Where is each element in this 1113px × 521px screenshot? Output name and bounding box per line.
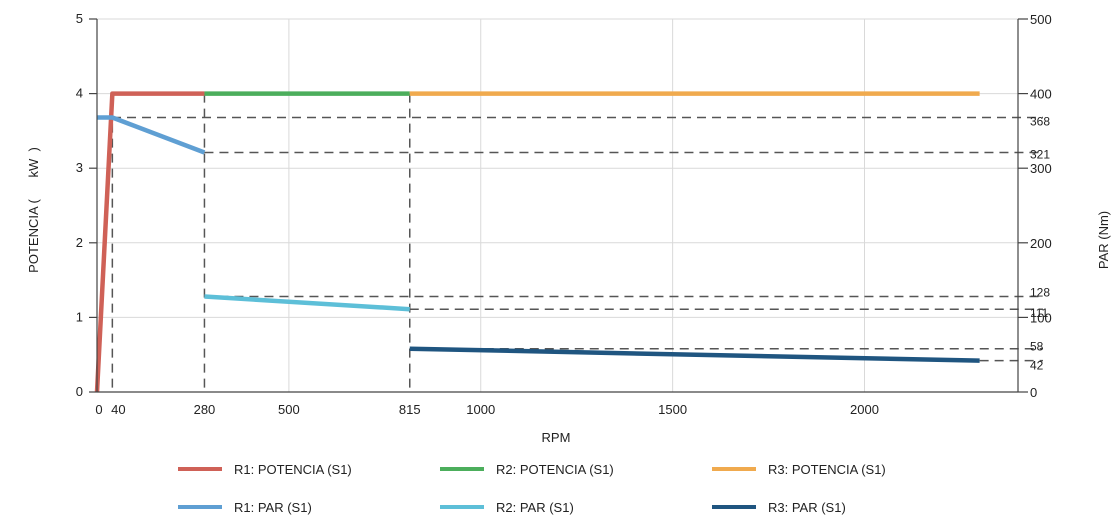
ref-value-label: 111: [1030, 306, 1049, 320]
series-line-6: [409, 346, 980, 363]
x-tick-label: 1500: [658, 402, 687, 417]
y-tick-label: 3: [76, 160, 83, 175]
legend-label: R2: POTENCIA (S1): [496, 462, 614, 477]
y-tick-label: 0: [76, 384, 83, 399]
legend-label: R1: PAR (S1): [234, 500, 312, 515]
ref-value-label: 128: [1030, 286, 1050, 300]
series-line-5: [204, 294, 410, 312]
grid: [97, 18, 1018, 393]
legend-label: R3: PAR (S1): [768, 500, 846, 515]
legend-label: R2: PAR (S1): [496, 500, 574, 515]
legend-label: R1: POTENCIA (S1): [234, 462, 352, 477]
axes: 0 1 2 3 4 5 0 100 200 300 400 500 0 40 280 500 815 1000 15…: [76, 11, 1052, 417]
x-tick-label: 40: [111, 402, 125, 417]
y-tick-label: 1: [76, 309, 83, 324]
x-tick-label: 500: [278, 402, 300, 417]
y2-tick-label: 500: [1030, 12, 1052, 27]
y2-axis-title: PAR (Nm): [1096, 211, 1111, 269]
series-lines: [94, 91, 980, 393]
x-tick-label: 1000: [466, 402, 495, 417]
y2-tick-label: 100: [1030, 310, 1052, 325]
y-tick-label: 4: [76, 86, 83, 101]
ref-value-label: 42: [1030, 359, 1044, 373]
y-axis-title: POTENCIA ( kW ): [26, 147, 41, 273]
y2-tick-label: 400: [1030, 87, 1052, 102]
x-axis-title: RPM: [542, 430, 571, 445]
y2-tick-label: 300: [1030, 161, 1052, 176]
x-tick-label: 2000: [850, 402, 879, 417]
x-tick-label: 815: [399, 402, 421, 417]
y-tick-label: 5: [76, 11, 83, 26]
series-line-1: [94, 91, 205, 393]
ref-value-label: 58: [1030, 340, 1044, 354]
x-tick-label: 280: [194, 402, 216, 417]
ref-value-label: 321: [1030, 148, 1050, 162]
y-tick-label: 2: [76, 235, 83, 250]
legend: R1: POTENCIA (S1) R2: POTENCIA (S1) R3: PO…: [178, 462, 886, 515]
y2-tick-label: 200: [1030, 236, 1052, 251]
x-tick-label: 0: [95, 402, 102, 417]
reference-lines: 368 321 128 111 58 42: [97, 93, 1050, 392]
ref-value-label: 368: [1030, 114, 1050, 128]
y2-tick-label: 0: [1030, 385, 1037, 400]
legend-label: R3: POTENCIA (S1): [768, 462, 886, 477]
series-line-4: [97, 115, 206, 155]
